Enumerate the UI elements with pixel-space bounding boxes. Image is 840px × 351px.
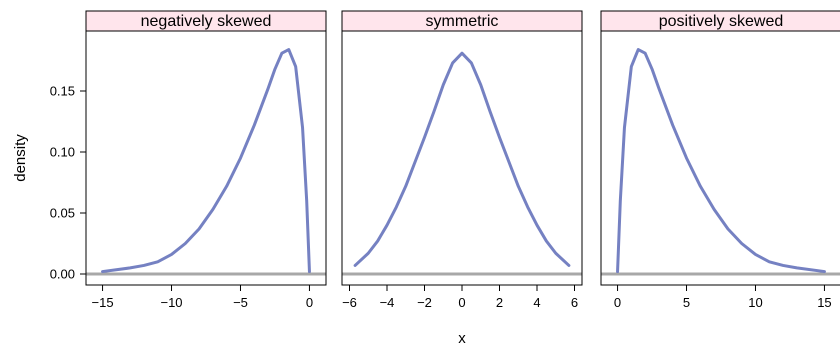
panel-title: symmetric bbox=[426, 13, 499, 30]
x-tick-label: 5 bbox=[683, 295, 690, 310]
x-tick-label: −4 bbox=[380, 295, 395, 310]
x-tick-label: 10 bbox=[748, 295, 762, 310]
panel-frame bbox=[600, 30, 840, 286]
density-curve bbox=[353, 51, 571, 267]
y-tick-label: 0.10 bbox=[50, 145, 75, 160]
x-tick-label: 6 bbox=[571, 295, 578, 310]
x-tick-label: 0 bbox=[614, 295, 621, 310]
panel-title: positively skewed bbox=[659, 13, 784, 30]
x-tick-label: −15 bbox=[92, 295, 114, 310]
density-curve bbox=[616, 48, 826, 274]
x-tick-label: 0 bbox=[458, 295, 465, 310]
density-curve bbox=[101, 48, 311, 274]
y-tick-label: 0.15 bbox=[50, 84, 75, 99]
panel-frame bbox=[341, 30, 583, 286]
x-tick-label: −10 bbox=[160, 295, 182, 310]
x-tick-label: 0 bbox=[306, 295, 313, 310]
panel-title: negatively skewed bbox=[141, 13, 272, 30]
y-tick-label: 0.05 bbox=[50, 206, 75, 221]
x-tick-label: −5 bbox=[233, 295, 248, 310]
panel-frame bbox=[85, 30, 327, 286]
x-tick-label: 4 bbox=[533, 295, 540, 310]
x-tick-label: −6 bbox=[342, 295, 357, 310]
y-tick-label: 0.00 bbox=[50, 267, 75, 282]
x-tick-label: 15 bbox=[817, 295, 831, 310]
x-tick-label: 2 bbox=[496, 295, 503, 310]
y-axis-title: density bbox=[12, 134, 29, 182]
x-tick-label: −2 bbox=[417, 295, 432, 310]
x-axis-title: x bbox=[458, 330, 466, 347]
